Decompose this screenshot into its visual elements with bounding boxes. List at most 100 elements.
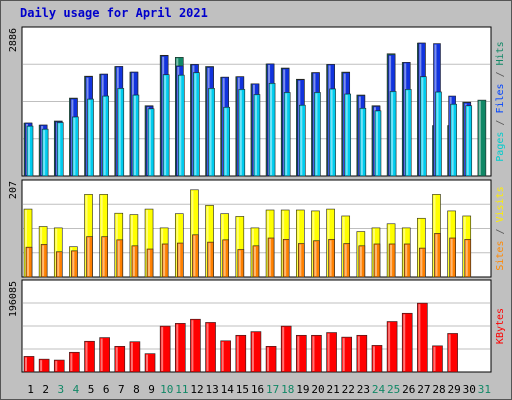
x-tick-label-day-29: 29 — [448, 383, 461, 396]
x-tick-label-day-16: 16 — [251, 383, 264, 396]
bar-bottom-kbytes-day-12 — [190, 318, 201, 373]
bar-highlight-middle-sites-day-15 — [238, 250, 241, 276]
bar-highlight-bottom-kbytes-day-23 — [357, 336, 360, 371]
bar-highlight-top-pages-day-23 — [360, 109, 363, 175]
bar-bottom-kbytes-day-17 — [265, 345, 277, 373]
side-label-part-0: Pages — [495, 132, 506, 162]
bar-bottom-kbytes-day-15 — [235, 334, 247, 373]
side-label-part-3: / — [495, 65, 506, 83]
bar-highlight-bottom-kbytes-day-24 — [372, 346, 375, 371]
panel-top-side-label: Pages / Files / Hits — [495, 41, 506, 161]
bar-highlight-bottom-kbytes-day-15 — [236, 336, 239, 371]
bar-bottom-kbytes-day-20 — [311, 334, 322, 373]
bar-highlight-top-pages-day-3 — [58, 123, 61, 175]
bar-bottom-kbytes-day-11 — [174, 323, 186, 373]
bar-highlight-top-pages-day-6 — [103, 97, 106, 175]
x-tick-label-day-7: 7 — [118, 383, 125, 396]
x-tick-label-day-28: 28 — [432, 383, 445, 396]
bar-highlight-bottom-kbytes-day-4 — [70, 353, 73, 371]
x-tick-label-day-27: 27 — [417, 383, 430, 396]
bar-highlight-top-pages-day-21 — [330, 89, 333, 175]
bar-bottom-kbytes-day-19 — [296, 334, 307, 373]
x-tick-label-day-17: 17 — [266, 383, 279, 396]
bar-highlight-bottom-kbytes-day-25 — [388, 322, 391, 371]
side-label-part-2: Visits — [495, 186, 506, 222]
bar-bottom-kbytes-day-22 — [341, 336, 353, 373]
bar-highlight-middle-sites-day-11 — [178, 244, 181, 276]
bar-bottom-kbytes-day-8 — [129, 341, 141, 373]
bar-highlight-top-pages-day-11 — [179, 76, 182, 175]
x-tick-label-day-10: 10 — [160, 383, 173, 396]
bar-highlight-bottom-kbytes-day-11 — [176, 324, 179, 371]
x-tick-label-day-24: 24 — [372, 383, 386, 396]
bar-bottom-kbytes-day-14 — [220, 340, 231, 373]
x-tick-label-day-3: 3 — [58, 383, 65, 396]
x-tick-label-day-12: 12 — [190, 383, 203, 396]
x-tick-label-day-31: 31 — [478, 383, 491, 396]
x-tick-label-day-4: 4 — [73, 383, 80, 396]
bar-highlight-middle-sites-day-27 — [420, 249, 423, 276]
bar-highlight-middle-sites-day-18 — [284, 240, 287, 276]
bar-bottom-kbytes-day-13 — [205, 322, 216, 373]
bar-bottom-kbytes-day-6 — [99, 337, 110, 373]
bar-highlight-top-pages-day-26 — [406, 90, 409, 175]
side-label-part-1: / — [495, 114, 506, 132]
bar-highlight-middle-sites-day-26 — [405, 244, 408, 276]
bar-highlight-middle-sites-day-8 — [132, 246, 135, 276]
bar-bottom-kbytes-day-9 — [144, 353, 156, 373]
bar-highlight-bottom-kbytes-day-9 — [146, 354, 149, 371]
bar-bottom-kbytes-day-3 — [53, 359, 65, 373]
bar-highlight-top-pages-day-22 — [345, 94, 348, 175]
x-tick-label-day-23: 23 — [357, 383, 370, 396]
x-tick-label-day-8: 8 — [133, 383, 140, 396]
bar-bottom-kbytes-day-2 — [38, 358, 50, 373]
bar-highlight-bottom-kbytes-day-28 — [433, 346, 436, 371]
x-tick-label-day-13: 13 — [205, 383, 218, 396]
bar-highlight-bottom-kbytes-day-29 — [448, 334, 451, 371]
x-tick-label-day-19: 19 — [296, 383, 309, 396]
bar-highlight-bottom-kbytes-day-19 — [297, 336, 300, 371]
bar-highlight-bottom-kbytes-day-3 — [55, 361, 58, 371]
side-label-part-2: Files — [495, 83, 506, 113]
bar-highlight-bottom-kbytes-day-12 — [191, 320, 194, 371]
bar-bottom-kbytes-day-10 — [159, 325, 171, 373]
bar-highlight-top-pages-day-30 — [466, 106, 469, 175]
bar-highlight-bottom-kbytes-day-26 — [403, 314, 406, 371]
bar-highlight-top-pages-day-29 — [451, 105, 454, 175]
bar-highlight-middle-sites-day-13 — [208, 243, 211, 276]
x-tick-label-day-14: 14 — [221, 383, 235, 396]
bar-bottom-kbytes-day-5 — [84, 340, 95, 373]
x-tick-label-day-25: 25 — [387, 383, 400, 396]
bar-highlight-top-pages-day-24 — [375, 111, 378, 175]
bar-highlight-middle-sites-day-4 — [72, 251, 75, 276]
bar-highlight-bottom-kbytes-day-2 — [40, 360, 43, 371]
bar-highlight-middle-sites-day-28 — [435, 234, 438, 276]
bar-highlight-top-pages-day-7 — [118, 89, 121, 175]
bar-top-hits-day-31 — [477, 99, 487, 177]
x-tick-label-day-26: 26 — [402, 383, 415, 396]
bar-highlight-bottom-kbytes-day-18 — [282, 327, 285, 371]
x-tick-label-day-30: 30 — [463, 383, 476, 396]
bar-highlight-middle-sites-day-29 — [450, 238, 453, 276]
side-label-part-1: / — [495, 222, 506, 240]
bar-highlight-middle-sites-day-9 — [148, 250, 151, 276]
panel-top-ymax-label: 2886 — [8, 28, 19, 52]
bar-bottom-kbytes-day-7 — [114, 345, 126, 373]
bar-highlight-middle-sites-day-30 — [465, 240, 468, 276]
bar-highlight-top-pages-day-5 — [88, 100, 91, 175]
bar-highlight-middle-visits-day-13 — [206, 206, 209, 276]
chart-title: Daily usage for April 2021 — [20, 6, 208, 20]
bar-bottom-kbytes-day-1 — [23, 356, 35, 373]
bar-highlight-top-pages-day-2 — [43, 130, 46, 175]
bar-highlight-middle-visits-day-15 — [236, 217, 239, 276]
bar-highlight-bottom-kbytes-day-21 — [327, 333, 330, 371]
bar-highlight-middle-sites-day-14 — [223, 240, 226, 276]
bar-bottom-kbytes-day-26 — [401, 312, 413, 373]
bar-bottom-kbytes-day-23 — [356, 334, 368, 373]
bar-highlight-middle-visits-day-27 — [418, 219, 421, 276]
x-tick-label-day-2: 2 — [42, 383, 49, 396]
panel-middle-side-label: Sites / Visits — [495, 186, 506, 270]
bar-highlight-top-hits-day-31 — [478, 101, 481, 175]
panel-bottom-ymax-label: 196085 — [8, 281, 19, 317]
panel-bottom-side-label: KBytes — [495, 308, 506, 344]
